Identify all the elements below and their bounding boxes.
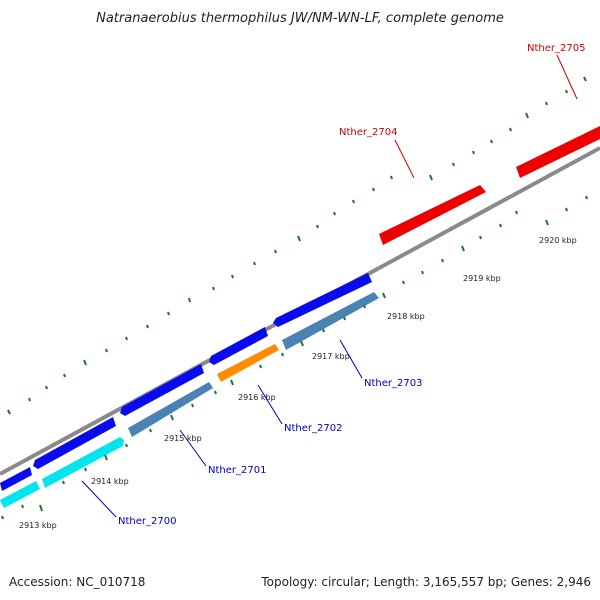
inner-tick-track — [1, 195, 588, 520]
forward-strand-track[interactable] — [0, 126, 600, 491]
gene-label-nther-2701[interactable]: Nther_2701 — [208, 465, 266, 476]
gene-labels: Nther_2700 Nther_2701 Nther_2702 Nther_2… — [118, 43, 585, 527]
gene-feature[interactable] — [282, 292, 379, 350]
reverse-strand-track[interactable] — [0, 292, 379, 508]
gene-feature[interactable] — [0, 467, 32, 491]
gene-feature[interactable] — [33, 417, 116, 469]
gene-feature[interactable] — [128, 382, 213, 437]
gene-feature[interactable] — [516, 126, 600, 178]
gene-feature[interactable] — [209, 327, 268, 365]
scale-labels: 2913 kbp 2914 kbp 2915 kbp 2916 kbp 2917… — [19, 236, 577, 530]
gene-label-nther-2702[interactable]: Nther_2702 — [284, 423, 342, 434]
scale-label: 2917 kbp — [312, 352, 350, 361]
scale-label: 2916 kbp — [238, 393, 276, 402]
scale-label: 2920 kbp — [539, 236, 577, 245]
gene-label-nther-2705[interactable]: Nther_2705 — [527, 43, 585, 54]
scale-label: 2918 kbp — [387, 312, 425, 321]
scale-label: 2914 kbp — [91, 477, 129, 486]
gene-feature[interactable] — [120, 364, 204, 416]
map-title: Natranaerobius thermophilus JW/NM-WN-LF,… — [96, 11, 504, 26]
scale-label: 2919 kbp — [463, 274, 501, 283]
gene-feature[interactable] — [273, 273, 372, 327]
gene-feature[interactable] — [42, 437, 124, 488]
gene-feature[interactable] — [379, 185, 486, 245]
topology-text: Topology: circular; Length: 3,165,557 bp… — [261, 575, 591, 589]
gene-feature[interactable] — [0, 481, 40, 508]
gene-feature[interactable] — [217, 344, 279, 382]
accession-text: Accession: NC_010718 — [9, 575, 146, 589]
label-leaders — [81, 54, 578, 518]
scale-label: 2915 kbp — [164, 434, 202, 443]
gene-label-nther-2704[interactable]: Nther_2704 — [339, 127, 397, 138]
gene-label-nther-2703[interactable]: Nther_2703 — [364, 378, 422, 389]
scale-label: 2913 kbp — [19, 521, 57, 530]
outer-tick-track — [7, 76, 587, 415]
gene-label-nther-2700[interactable]: Nther_2700 — [118, 516, 176, 527]
